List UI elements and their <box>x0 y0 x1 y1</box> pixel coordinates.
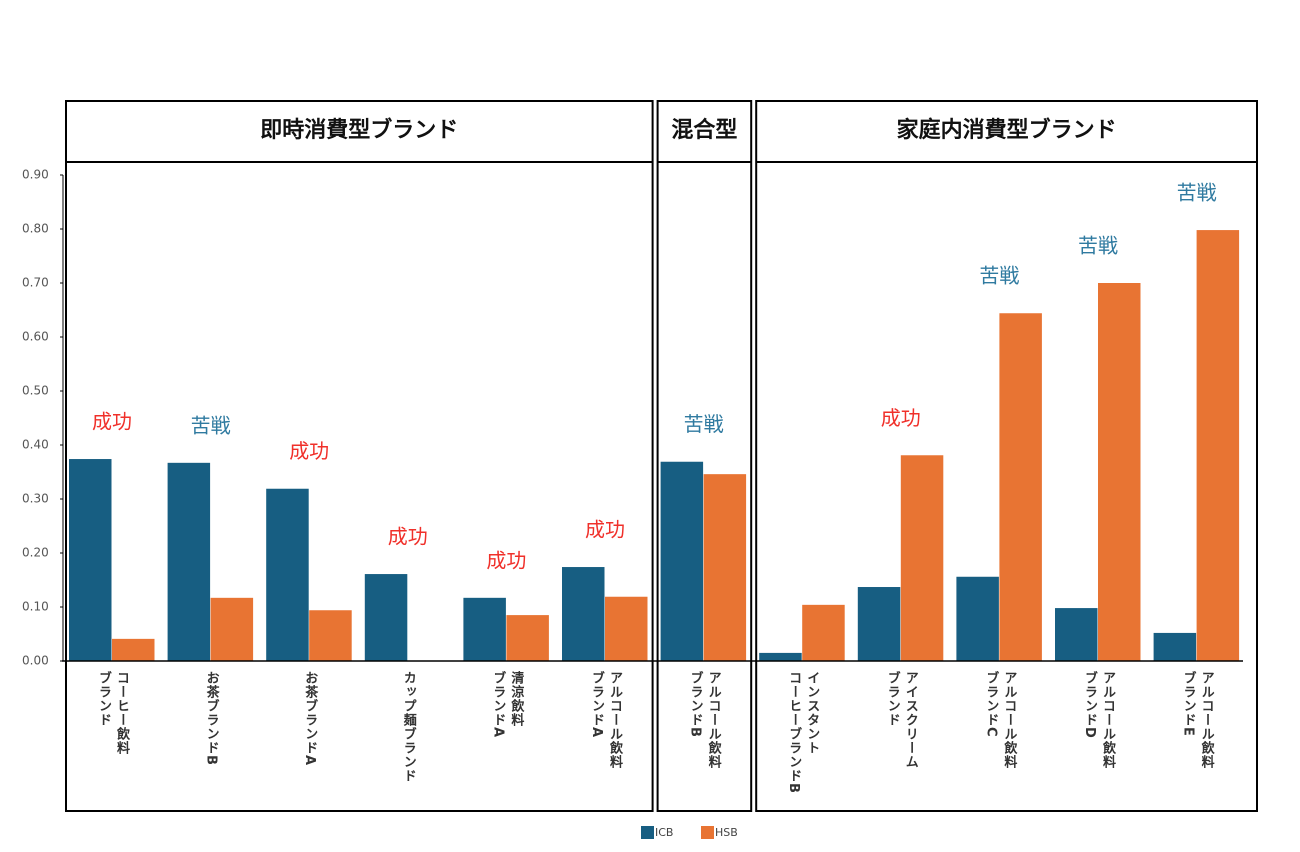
legend-swatch <box>701 826 714 839</box>
legend-label: ICB <box>655 826 673 839</box>
annotation: 苦戦 <box>191 413 231 437</box>
annotation: 成功 <box>92 410 132 434</box>
bar <box>364 574 408 661</box>
panel <box>755 100 1258 812</box>
x-tick-label: 清涼飲料 ブランドA <box>490 671 524 739</box>
bar <box>857 587 901 661</box>
bar <box>210 597 254 661</box>
bar <box>999 313 1042 661</box>
y-tick-label: 0.30 <box>22 492 49 506</box>
y-tick-label: 0.70 <box>22 276 49 290</box>
bar <box>112 638 155 661</box>
bar <box>1055 608 1098 661</box>
bar <box>802 604 845 661</box>
legend-swatch <box>641 826 654 839</box>
x-tick-label: お茶ブランドA <box>302 671 318 767</box>
bar <box>956 576 999 661</box>
x-tick-label: インスタント コーヒーブランドB <box>786 671 820 794</box>
y-tick-label: 0.10 <box>22 600 49 614</box>
bar <box>1098 283 1141 661</box>
annotation: 苦戦 <box>979 264 1019 288</box>
y-tick-label: 0.90 <box>22 168 49 182</box>
panel-title: 家庭内消費型ブランド <box>897 117 1117 143</box>
x-tick-label: コーヒー飲料 ブランド <box>96 671 129 755</box>
bar <box>1153 632 1197 661</box>
bar <box>605 596 648 661</box>
annotation: 苦戦 <box>1177 181 1217 205</box>
y-tick-label: 0.80 <box>22 222 49 236</box>
annotation: 苦戦 <box>1078 234 1118 258</box>
panel <box>65 100 654 812</box>
bar <box>660 461 704 661</box>
x-tick-label: アルコール飲料 ブランドD <box>1082 671 1115 769</box>
legend-label: HSB <box>715 826 738 839</box>
bar <box>759 652 802 661</box>
bar <box>167 462 211 661</box>
bar <box>309 610 352 661</box>
annotation: 成功 <box>289 439 329 463</box>
y-tick-label: 0.50 <box>22 384 49 398</box>
annotation: 成功 <box>881 406 921 430</box>
bar <box>1196 230 1240 661</box>
bar <box>562 567 605 661</box>
y-tick-label: 0.40 <box>22 438 49 452</box>
y-tick-label: 0.60 <box>22 330 49 344</box>
x-tick-label: お茶ブランドB <box>203 671 219 766</box>
x-tick-label: アルコール飲料 ブランドB <box>687 671 721 769</box>
x-tick-label: アルコール飲料 ブランドE <box>1180 671 1214 769</box>
bar <box>69 459 112 661</box>
annotation: 苦戦 <box>684 412 724 436</box>
y-tick-label: 0.20 <box>22 546 49 560</box>
x-tick-label: アルコール飲料 ブランドA <box>589 671 622 769</box>
annotation: 成功 <box>585 518 625 542</box>
x-tick-label: カップ麺ブランド <box>400 671 416 783</box>
bar <box>703 474 747 661</box>
y-tick-label: 0.00 <box>22 654 49 668</box>
annotation: 成功 <box>388 525 428 549</box>
x-tick-label: アイスクリーム ブランド <box>884 671 918 769</box>
bar <box>463 597 506 661</box>
panel-title: 混合型 <box>671 117 737 143</box>
panel <box>656 100 753 812</box>
panel-title: 即時消費型ブランド <box>260 117 458 143</box>
bar <box>506 615 549 661</box>
annotation: 成功 <box>486 548 526 572</box>
x-tick-label: アルコール飲料 ブランドC <box>983 671 1017 769</box>
bar <box>900 455 944 661</box>
bar <box>266 488 309 661</box>
